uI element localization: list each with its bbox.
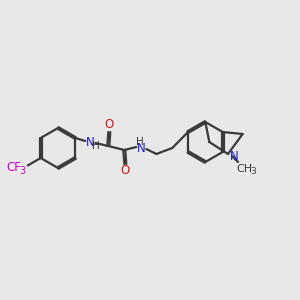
Text: H: H <box>92 141 100 151</box>
Text: N: N <box>137 142 146 154</box>
Text: CF: CF <box>6 161 21 174</box>
Text: 3: 3 <box>250 167 256 176</box>
Text: 3: 3 <box>20 166 26 176</box>
Text: H: H <box>136 137 144 147</box>
Text: O: O <box>121 164 130 178</box>
Text: CH: CH <box>236 164 252 174</box>
Text: O: O <box>105 118 114 131</box>
Text: N: N <box>86 136 95 148</box>
Text: N: N <box>230 149 238 163</box>
